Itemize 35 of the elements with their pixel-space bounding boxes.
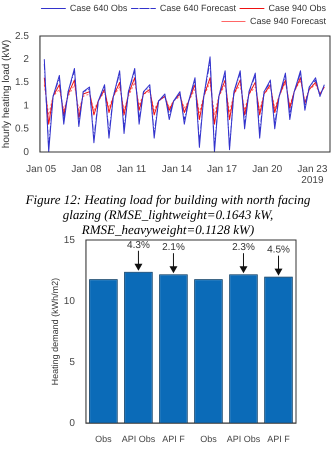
x-tick-label: Jan 14 <box>162 164 192 175</box>
legend-label: Case 940 Forecast <box>250 16 326 26</box>
x-tick-label: Jan 17 <box>206 164 238 175</box>
y-tick-label: 0 <box>69 418 76 429</box>
caption: Figure 12: Heating load for building with north facing glazing (RMSE_lightweight=0.1643 kW, RMSE_heavyweight=0.1128 kW) <box>24 191 312 237</box>
x-tick-label: Obs <box>95 434 112 444</box>
legend-label: Case 640 Obs <box>70 2 128 13</box>
x-tick-label: API Obs <box>122 434 156 444</box>
legend-label: Case 640 Forecast <box>160 2 236 13</box>
x-tick-label: API F <box>162 434 186 444</box>
y-tick-label: 15 <box>64 234 76 246</box>
x-tick-label: Jan 05 <box>26 164 57 175</box>
x-tick-label: Jan 23 <box>297 164 328 175</box>
y-tick-label: 1.5 <box>14 77 30 88</box>
x-tick-label: Jan 20 <box>252 164 283 175</box>
y-tick-label: 5 <box>69 356 76 368</box>
text: 2019 <box>301 174 324 186</box>
legend-label: Case 940 Obs <box>268 2 326 13</box>
y-tick-label: 1 <box>23 100 30 112</box>
y-axis-title: hourly heating load (kW) <box>0 40 12 148</box>
annotation: 2.3% <box>232 242 255 254</box>
y-tick-label: 10 <box>64 296 76 307</box>
annotation: 2.1% <box>162 242 185 254</box>
x-tick-label: API Obs <box>226 434 261 444</box>
y-tick-label: 0 <box>23 146 30 158</box>
x-tick-label: Jan 08 <box>71 164 102 175</box>
x-tick-label: API F <box>267 434 290 444</box>
y-tick-label: 2 <box>23 54 30 65</box>
annotation: 4.3% <box>127 240 150 251</box>
x-tick-label: Obs <box>200 434 218 444</box>
y-axis-title: Heating demand (kWh/m2) <box>50 278 60 386</box>
annotation: 4.5% <box>267 244 290 256</box>
y-tick-label: 0.5 <box>14 124 30 135</box>
y-tick-label: 2.5 <box>14 30 30 42</box>
x-tick-label: Jan 11 <box>116 164 147 175</box>
